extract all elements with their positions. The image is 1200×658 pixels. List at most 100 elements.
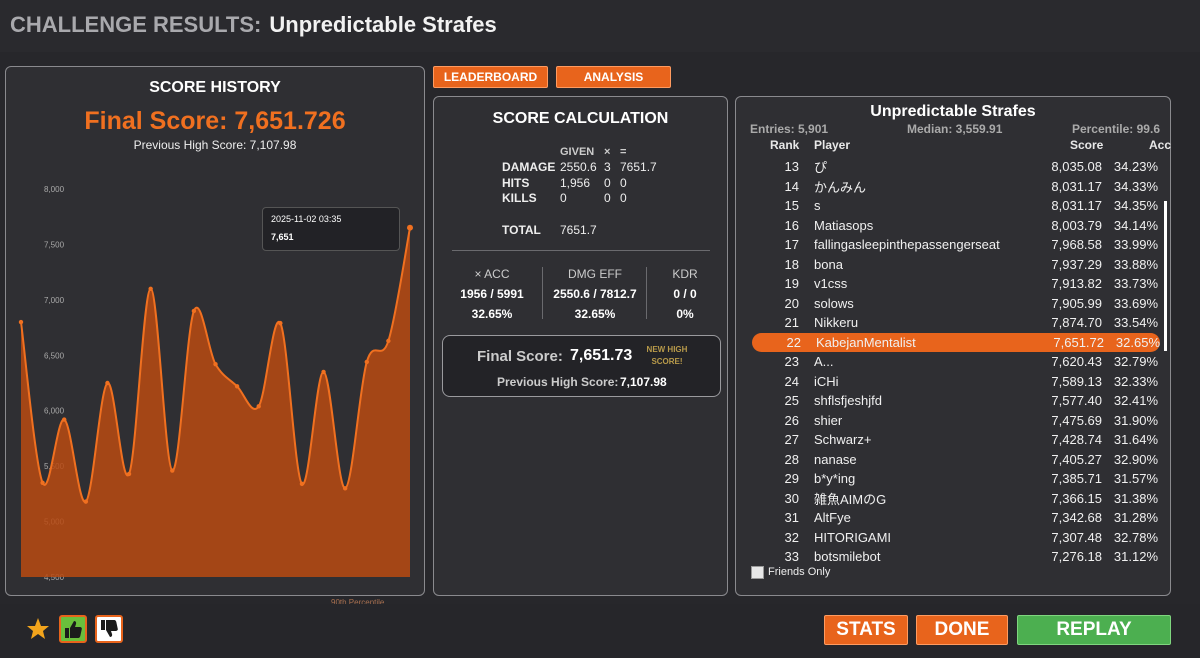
leaderboard-row[interactable]: 28 nanase 7,405.27 32.90% bbox=[750, 450, 1162, 470]
score-point[interactable] bbox=[234, 384, 240, 389]
score-area bbox=[21, 227, 410, 577]
page-title: Unpredictable Strafes bbox=[269, 12, 497, 37]
stat-accuracy: × ACC 1956 / 5991 32.65% bbox=[442, 267, 542, 327]
leaderboard-row[interactable]: 16 Matiasops 8,003.79 34.14% bbox=[750, 216, 1162, 236]
leaderboard-row[interactable]: 27 Schwarz+ 7,428.74 31.64% bbox=[750, 430, 1162, 450]
score-point[interactable] bbox=[83, 499, 89, 504]
header-label: CHALLENGE RESULTS: bbox=[10, 12, 262, 37]
leaderboard-row[interactable]: 30 雑魚AIMのG 7,366.15 31.38% bbox=[750, 489, 1162, 509]
row-player: Matiasops bbox=[814, 217, 874, 233]
leaderboard-row[interactable]: 31 AltFye 7,342.68 31.28% bbox=[750, 508, 1162, 528]
leaderboard-row[interactable]: 13 ぴ 8,035.08 34.23% bbox=[750, 157, 1162, 177]
col-equals: = bbox=[620, 146, 627, 158]
score-point[interactable] bbox=[299, 481, 305, 487]
kills-mult: 0 bbox=[604, 191, 611, 205]
leaderboard-row[interactable]: 19 v1css 7,913.82 33.73% bbox=[750, 274, 1162, 294]
score-point[interactable] bbox=[278, 320, 283, 326]
score-point[interactable] bbox=[191, 308, 197, 314]
leaderboard-row[interactable]: 18 bona 7,937.29 33.88% bbox=[750, 255, 1162, 275]
leaderboard-row[interactable]: 24 iCHi 7,589.13 32.33% bbox=[750, 372, 1162, 392]
score-point[interactable] bbox=[321, 369, 326, 375]
row-rank: 22 bbox=[786, 334, 801, 350]
row-score: 8,031.17 bbox=[1051, 198, 1102, 214]
score-point[interactable] bbox=[213, 361, 218, 367]
header-acc[interactable]: Acc bbox=[1149, 138, 1172, 152]
score-point[interactable] bbox=[148, 286, 153, 291]
replay-button[interactable]: REPLAY bbox=[1017, 615, 1171, 645]
row-acc: 34.14% bbox=[1113, 217, 1158, 233]
score-point[interactable] bbox=[170, 468, 175, 473]
row-player: Nikkeru bbox=[814, 315, 859, 331]
row-acc: 33.88% bbox=[1113, 256, 1158, 272]
score-point[interactable] bbox=[40, 480, 45, 485]
header-rank[interactable]: Rank bbox=[770, 138, 800, 152]
tooltip-date: 2025-11-02 03:35 bbox=[271, 214, 342, 224]
score-point[interactable] bbox=[126, 471, 132, 477]
header-score[interactable]: Score bbox=[1070, 138, 1104, 152]
row-player: Schwarz+ bbox=[814, 432, 872, 448]
kills-given: 0 bbox=[560, 191, 567, 205]
row-acc: 32.33% bbox=[1113, 373, 1158, 389]
tooltip-value: 7,651 bbox=[271, 232, 294, 242]
score-point[interactable] bbox=[18, 319, 24, 325]
leaderboard-entries: Entries: 5,901 bbox=[750, 122, 829, 136]
row-player: KabejanMentalist bbox=[816, 334, 916, 350]
row-acc: 31.64% bbox=[1113, 432, 1158, 448]
thumbs-down-icon[interactable] bbox=[95, 615, 123, 643]
row-score: 7,968.58 bbox=[1051, 237, 1102, 253]
score-point[interactable] bbox=[256, 404, 261, 409]
leaderboard-row[interactable]: 14 かんみん 8,031.17 34.33% bbox=[750, 177, 1162, 197]
row-rank: 21 bbox=[784, 315, 799, 331]
header-player[interactable]: Player bbox=[814, 138, 851, 152]
score-point[interactable] bbox=[105, 380, 110, 386]
leaderboard-scrollbar[interactable] bbox=[1164, 201, 1167, 351]
thumbs-up-icon[interactable] bbox=[59, 615, 87, 643]
tab-leaderboard[interactable]: LEADERBOARD bbox=[433, 66, 548, 88]
leaderboard-row[interactable]: 33 botsmilebot 7,276.18 31.12% bbox=[750, 547, 1162, 564]
row-acc: 31.12% bbox=[1113, 549, 1158, 564]
row-acc: 31.90% bbox=[1113, 412, 1158, 428]
leaderboard-list[interactable]: 13 ぴ 8,035.08 34.23% 14 かんみん 8,031.17 34.33% 15 s… bbox=[736, 157, 1172, 564]
row-acc: 33.73% bbox=[1113, 276, 1158, 292]
leaderboard-row[interactable]: 29 b*y*ing 7,385.71 31.57% bbox=[750, 469, 1162, 489]
score-point[interactable] bbox=[364, 359, 369, 365]
friends-only-checkbox[interactable] bbox=[751, 566, 764, 579]
row-score: 7,577.40 bbox=[1051, 393, 1102, 409]
score-calculation-panel: SCORE CALCULATION GIVEN × = DAMAGE 2550.… bbox=[433, 96, 728, 596]
score-point[interactable] bbox=[386, 338, 391, 344]
done-button[interactable]: DONE bbox=[916, 615, 1008, 645]
leaderboard-row[interactable]: 15 s 8,031.17 34.35% bbox=[750, 196, 1162, 216]
leaderboard-row[interactable]: 21 Nikkeru 7,874.70 33.54% bbox=[750, 313, 1162, 333]
row-player: shflsfjeshjfd bbox=[814, 393, 882, 409]
previous-high-label: Previous High Score: bbox=[497, 375, 619, 389]
row-rank: 26 bbox=[784, 412, 799, 428]
calc-table: GIVEN × = DAMAGE 2550.6 3 7651.7 HITS 1,… bbox=[434, 97, 729, 247]
row-acc: 34.23% bbox=[1113, 159, 1158, 175]
tab-analysis[interactable]: ANALYSIS bbox=[556, 66, 671, 88]
row-player: solows bbox=[814, 295, 854, 311]
row-acc: 31.57% bbox=[1113, 471, 1158, 487]
leaderboard-row[interactable]: 20 solows 7,905.99 33.69% bbox=[750, 294, 1162, 314]
leaderboard-row[interactable]: 17 fallingasleepinthepassengerseat 7,968.5… bbox=[750, 235, 1162, 255]
stats-button[interactable]: STATS bbox=[824, 615, 908, 645]
score-point[interactable] bbox=[342, 486, 348, 491]
final-score-value: 7,651.73 bbox=[570, 347, 633, 364]
favorite-star-icon[interactable] bbox=[25, 616, 51, 642]
row-score: 7,651.72 bbox=[1053, 334, 1104, 350]
row-player: 雑魚AIMのG bbox=[814, 491, 887, 507]
row-acc: 31.28% bbox=[1113, 510, 1158, 526]
row-player: v1css bbox=[814, 276, 848, 292]
row-rank: 15 bbox=[784, 198, 799, 214]
row-rank: 29 bbox=[784, 471, 799, 487]
stat-damage-efficiency: DMG EFF 2550.6 / 7812.7 32.65% bbox=[544, 267, 646, 327]
score-point[interactable] bbox=[407, 224, 413, 231]
score-history-chart[interactable]: 8,0007,5007,0006,5006,0005,5005,0004,500… bbox=[6, 167, 426, 627]
leaderboard-row[interactable]: 26 shier 7,475.69 31.90% bbox=[750, 411, 1162, 431]
damage-result: 7651.7 bbox=[620, 160, 657, 174]
leaderboard-row[interactable]: 23 A... 7,620.43 32.79% bbox=[750, 352, 1162, 372]
leaderboard-row[interactable]: 25 shflsfjeshjfd 7,577.40 32.41% bbox=[750, 391, 1162, 411]
score-point[interactable] bbox=[62, 417, 67, 422]
row-rank: 25 bbox=[784, 393, 799, 409]
leaderboard-row-current-player[interactable]: 22 KabejanMentalist 7,651.72 32.65% bbox=[752, 332, 1160, 352]
leaderboard-row[interactable]: 32 HITORIGAMI 7,307.48 32.78% bbox=[750, 528, 1162, 548]
